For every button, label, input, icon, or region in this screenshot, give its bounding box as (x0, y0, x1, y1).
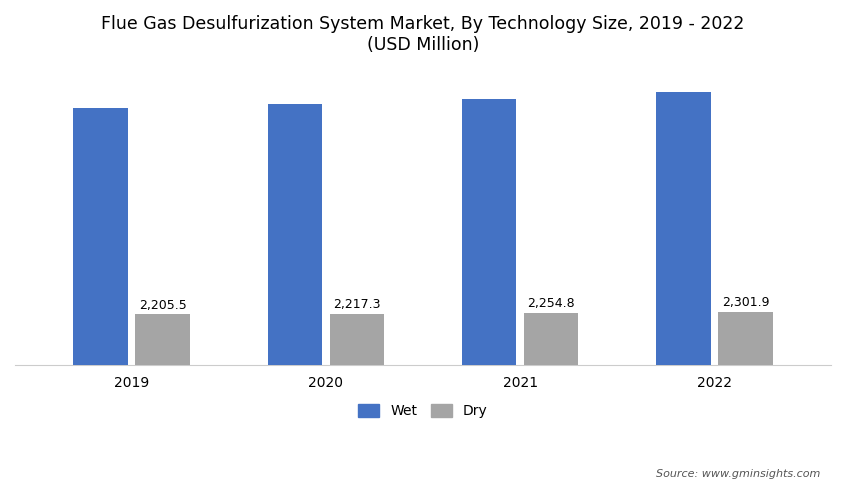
Bar (135, 314, 190, 365)
Bar (462, 99, 516, 365)
Bar (74, 108, 128, 365)
Bar (718, 312, 772, 365)
Bar (524, 313, 579, 365)
Bar (330, 314, 384, 365)
Text: Source: www.gminsights.com: Source: www.gminsights.com (656, 469, 821, 479)
Text: 2,301.9: 2,301.9 (722, 296, 769, 309)
Title: Flue Gas Desulfurization System Market, By Technology Size, 2019 - 2022
(USD Mil: Flue Gas Desulfurization System Market, … (102, 15, 744, 54)
Text: 2,254.8: 2,254.8 (527, 297, 575, 310)
Text: 2,205.5: 2,205.5 (139, 299, 186, 312)
Bar (656, 92, 711, 365)
Text: 2,217.3: 2,217.3 (333, 298, 381, 311)
Legend: Wet, Dry: Wet, Dry (353, 398, 493, 424)
Bar (267, 105, 322, 365)
